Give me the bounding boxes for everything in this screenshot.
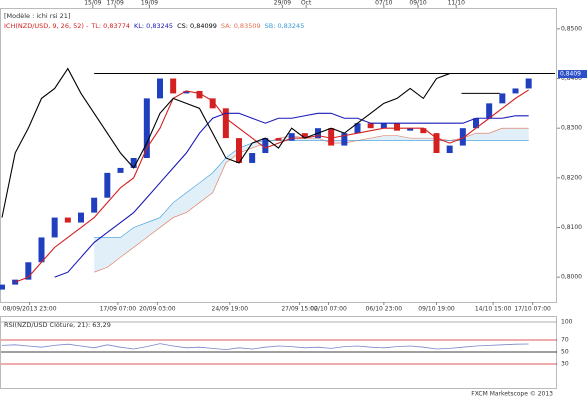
price-box <box>558 70 587 79</box>
candle <box>394 123 400 131</box>
candle <box>354 123 361 134</box>
x-tick-label: 02/10 07:00 <box>310 306 347 313</box>
candle <box>341 133 348 146</box>
candle <box>157 78 163 99</box>
x-tick-label: 08/09/2013 23:00 <box>3 306 57 313</box>
y-tick-label: 30 <box>561 361 569 368</box>
candle <box>512 88 519 94</box>
top-tick-label: Oct <box>301 0 312 7</box>
x-tick-label: 24/09 19:00 <box>212 306 249 313</box>
cloud <box>94 128 529 273</box>
candle <box>486 103 493 119</box>
x-tick-label: 17/09 07:00 <box>100 306 137 313</box>
x-tick-label: 27/09 15:00 <box>281 306 318 313</box>
top-tick-label: 11/10 <box>448 0 465 7</box>
indicator-line <box>54 112 529 278</box>
indicator-line <box>14 89 529 283</box>
top-tick-label: 07/10 <box>375 0 392 7</box>
footer: FXCM Marketscope © 2013 <box>471 391 553 398</box>
candle <box>117 167 124 173</box>
candle <box>183 90 190 94</box>
candle <box>25 262 32 280</box>
indicator-line <box>1 67 450 218</box>
y-tick-label: 50 <box>561 349 569 356</box>
price-label: 0,8409 <box>560 71 581 78</box>
legend-entry: TL: 0,83774 <box>90 22 130 30</box>
senkou-line <box>94 127 529 273</box>
price-panel <box>0 8 557 303</box>
legend-entry: SA: 0,83509 <box>221 22 261 30</box>
candle <box>407 128 414 131</box>
candle <box>433 133 440 154</box>
x-tick-label: 14/10 15:00 <box>475 306 512 313</box>
candle <box>0 284 5 290</box>
candle <box>420 128 427 134</box>
y-tick-label: 0,8500 <box>561 25 582 32</box>
candle <box>499 93 506 104</box>
y-tick-label: 70 <box>561 337 569 344</box>
candle <box>275 138 282 141</box>
candle <box>446 145 453 154</box>
legend-entry: SB: 0,83245 <box>265 22 305 30</box>
top-tick-label: 17/09 <box>107 0 124 7</box>
chart-title: [Modèle : ichi rsi 21] <box>4 12 70 20</box>
candle <box>380 123 387 129</box>
candle <box>222 108 229 139</box>
y-tick-label: 0,8100 <box>561 224 582 231</box>
rsi-panel <box>0 316 557 389</box>
x-tick-label: 17/10 07:00 <box>514 306 551 313</box>
candle <box>64 217 71 223</box>
candle <box>288 133 295 141</box>
indicator-label: ICH(NZD/USD, 9, 26, 52) - <box>4 22 89 30</box>
candle <box>104 172 111 198</box>
candle <box>209 98 216 109</box>
top-tick-label: 15/09 <box>84 0 101 7</box>
candle <box>78 212 84 223</box>
candle <box>262 138 269 154</box>
x-tick-label: 20/09 03:00 <box>139 306 176 313</box>
y-tick-label: 0,8200 <box>561 174 582 181</box>
top-tick-label: 29/09 <box>274 0 291 7</box>
candle <box>143 98 150 158</box>
candle <box>51 217 58 238</box>
candle <box>249 153 256 163</box>
x-tick-label: 06/10 23:00 <box>366 306 403 313</box>
y-tick-label: 0,8300 <box>561 125 582 132</box>
candle <box>473 118 479 129</box>
candle <box>130 157 137 168</box>
candle <box>328 128 335 146</box>
candle <box>91 197 98 213</box>
legend-entry: KL: 0,83245 <box>134 22 173 30</box>
candle <box>459 128 466 146</box>
top-tick-label: 09/10 <box>409 0 426 7</box>
legend-entry: CS: 0,84099 <box>177 22 217 30</box>
candle <box>196 90 203 99</box>
candle <box>301 133 308 139</box>
candle <box>525 78 532 89</box>
candle <box>170 78 177 94</box>
top-tick-label: 19/09 <box>141 0 158 7</box>
x-tick-label: 09/10 19:00 <box>418 306 455 313</box>
rsi-line <box>1 343 529 351</box>
y-tick-label: 0,8400 <box>561 75 582 82</box>
y-tick-label: 0,8000 <box>561 274 582 281</box>
rsi-title: RSI(NZD/USD Clôture, 21): 63,29 <box>4 321 111 329</box>
candle <box>367 123 374 129</box>
candle <box>38 237 45 263</box>
candle <box>236 138 242 163</box>
y-tick-label: 100 <box>561 319 573 326</box>
